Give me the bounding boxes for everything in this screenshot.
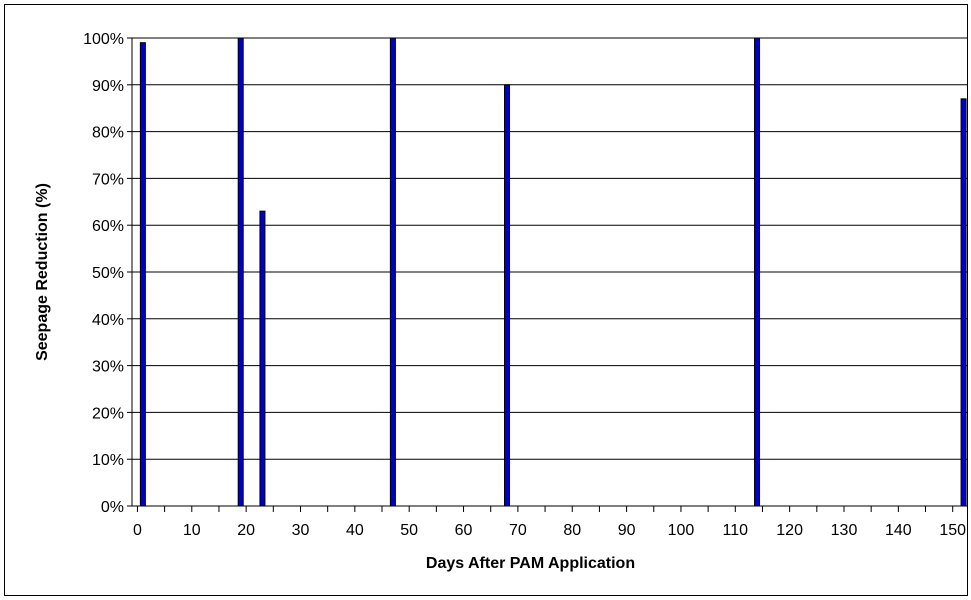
y-tick-label-10: 10% [92, 452, 124, 469]
x-tick-label-130: 130 [831, 522, 858, 539]
seepage-reduction-chart: 0% 10% 20% 30% 40% 50% 60% 70% 80% 90% 100% 0 10 20 3… [34, 31, 967, 572]
y-tick-label-80: 80% [92, 125, 124, 142]
chart-frame: 0% 10% 20% 30% 40% 50% 60% 70% 80% 90% 100% 0 10 20 3… [4, 4, 968, 596]
bar-day-1 [139, 42, 146, 507]
bar-day-23 [259, 210, 266, 507]
y-tick-label-0: 0% [101, 499, 124, 516]
x-axis-title: Days After PAM Application [426, 555, 635, 572]
gridlines [132, 37, 967, 460]
x-tick-label-100: 100 [668, 522, 695, 539]
y-tick-label-100: 100% [83, 31, 124, 48]
x-tick-label-120: 120 [776, 522, 803, 539]
bars [139, 37, 967, 507]
y-axis-title: Seepage Reduction (%) [34, 183, 51, 361]
x-tick-label-150: 150 [939, 522, 966, 539]
y-tick-label-60: 60% [92, 218, 124, 235]
y-tick-label-20: 20% [92, 405, 124, 422]
x-tick-label-110: 110 [723, 522, 749, 539]
bar-day-114 [754, 37, 761, 507]
x-tick-label-90: 90 [618, 522, 636, 539]
x-axis-ticks: 0 10 20 30 40 50 60 70 80 90 100 110 120 130 140 150 [133, 506, 966, 539]
x-tick-label-20: 20 [237, 522, 255, 539]
x-tick-label-50: 50 [400, 522, 418, 539]
y-tick-label-40: 40% [92, 312, 124, 329]
bar-day-47 [389, 37, 396, 507]
x-tick-label-10: 10 [183, 522, 201, 539]
x-tick-label-60: 60 [455, 522, 473, 539]
x-tick-label-140: 140 [885, 522, 912, 539]
y-axis-ticks: 0% 10% 20% 30% 40% 50% 60% 70% 80% 90% 100% [83, 31, 132, 516]
x-tick-label-30: 30 [292, 522, 310, 539]
bar-day-19 [237, 37, 244, 507]
x-tick-label-0: 0 [133, 522, 142, 539]
x-tick-label-80: 80 [563, 522, 581, 539]
bar-day-152 [960, 98, 967, 507]
y-tick-label-90: 90% [92, 78, 124, 95]
x-tick-label-70: 70 [509, 522, 527, 539]
y-tick-label-30: 30% [92, 359, 124, 376]
bar-day-68 [504, 84, 511, 507]
y-tick-label-50: 50% [92, 265, 124, 282]
x-tick-label-40: 40 [346, 522, 364, 539]
y-tick-label-70: 70% [92, 171, 124, 188]
